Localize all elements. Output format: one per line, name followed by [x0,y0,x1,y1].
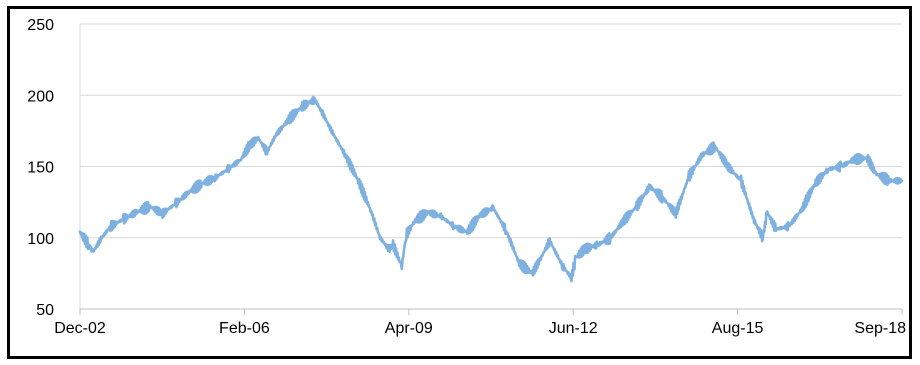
gridlines [80,23,902,239]
y-tick-label: 100 [27,231,54,248]
x-axis-ticks: Dec-02 Feb-06 Apr-09 Jun-12 Aug-15 Sep-18 [54,309,906,337]
x-tick-label: Sep-18 [854,320,906,337]
series-layer [78,95,904,283]
y-tick-label: 50 [36,302,54,319]
x-tick-label: Dec-02 [54,320,106,337]
y-tick-label: 200 [27,88,54,105]
y-tick-label: 250 [27,17,54,34]
chart-frame [7,6,912,359]
x-tick-label: Apr-09 [385,320,433,337]
series-line-0 [78,95,904,283]
y-axis-ticks: 50 100 150 200 250 [27,17,54,319]
y-tick-label: 150 [27,160,54,177]
x-tick-label: Feb-06 [219,320,270,337]
x-tick-label: Aug-15 [712,320,764,337]
x-tick-label: Jun-12 [549,320,598,337]
axes [79,24,902,310]
